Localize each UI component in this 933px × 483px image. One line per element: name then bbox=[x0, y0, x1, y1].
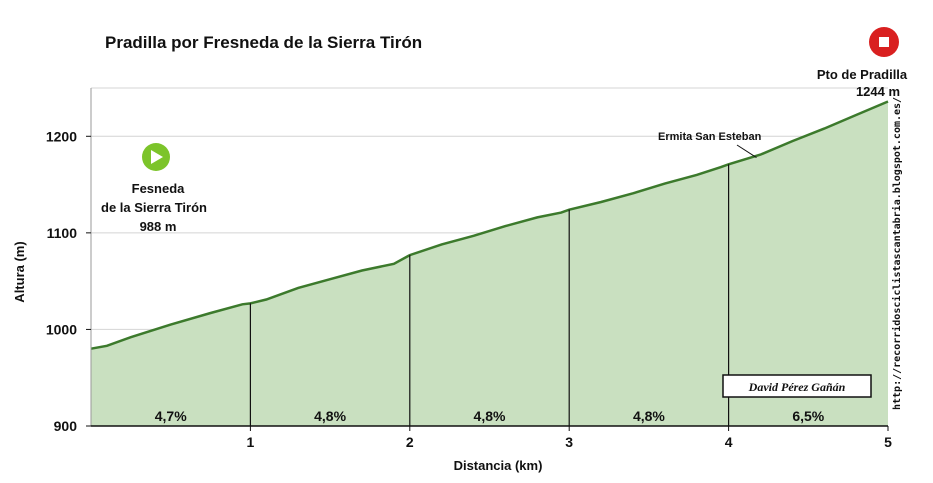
waypoint-leader-line bbox=[736, 144, 757, 159]
axes bbox=[86, 88, 889, 431]
waypoint-label: Ermita San Esteban bbox=[658, 131, 762, 143]
y-tick-labels: 900 1000 1100 1200 bbox=[46, 128, 77, 434]
y-tick-label: 1100 bbox=[47, 225, 78, 241]
blog-url: http://recorridosciclistascantabria.blog… bbox=[891, 97, 903, 410]
x-tick-label: 3 bbox=[565, 434, 573, 450]
start-label-line-1: Fesneda bbox=[132, 181, 186, 196]
x-tick-label: 5 bbox=[884, 434, 892, 450]
gradient-labels: 4,7% 4,8% 4,8% 4,8% 6,5% bbox=[155, 408, 825, 424]
profile-area bbox=[91, 101, 888, 426]
gradient-label: 4,8% bbox=[633, 408, 665, 424]
x-tick-label: 2 bbox=[406, 434, 414, 450]
profile-line bbox=[90, 100, 889, 350]
chart-title: Pradilla por Fresneda de la Sierra Tirón bbox=[105, 33, 422, 52]
start-marker bbox=[142, 143, 170, 171]
start-label-line-3: 988 m bbox=[140, 219, 177, 234]
signature-text: David Pérez Gañán bbox=[748, 380, 846, 394]
x-tick-label: 4 bbox=[725, 434, 733, 450]
y-tick-label: 1200 bbox=[46, 128, 77, 144]
end-label-line-2: 1244 m bbox=[856, 84, 900, 99]
end-marker bbox=[869, 27, 899, 57]
end-label-line-1: Pto de Pradilla bbox=[817, 67, 908, 82]
stop-square-icon bbox=[879, 37, 889, 47]
gradient-label: 4,7% bbox=[155, 408, 187, 424]
start-label-line-2: de la Sierra Tirón bbox=[101, 200, 207, 215]
play-triangle-icon bbox=[151, 150, 163, 164]
signature-box: David Pérez Gañán bbox=[722, 374, 872, 398]
y-axis-label: Altura (m) bbox=[12, 241, 27, 302]
x-tick-labels: 1 2 3 4 5 bbox=[247, 434, 893, 450]
x-tick-label: 1 bbox=[247, 434, 255, 450]
km-divider-lines bbox=[249, 164, 730, 426]
gradient-label: 4,8% bbox=[314, 408, 346, 424]
gradient-label: 4,8% bbox=[474, 408, 506, 424]
x-axis-label: Distancia (km) bbox=[454, 458, 543, 473]
y-tick-label: 900 bbox=[54, 418, 78, 434]
y-tick-label: 1000 bbox=[46, 321, 77, 337]
gradient-label: 6,5% bbox=[792, 408, 824, 424]
